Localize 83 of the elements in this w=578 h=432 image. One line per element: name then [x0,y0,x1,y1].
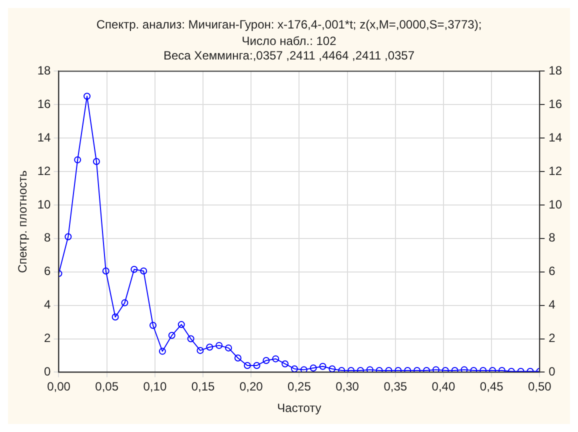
chart-title: Спектр. анализ: Мичиган-Гурон: x-176,4-,001*t; z(x,M=,0000,S=,3773); [96,18,482,32]
point [216,342,223,349]
point [168,332,176,339]
x-tick-label: 0,40 [432,380,456,394]
point [272,355,280,362]
point [356,367,364,372]
point [92,158,100,165]
point [74,156,82,164]
point [64,233,72,240]
point [282,360,289,368]
point [234,354,242,362]
x-tick-label: 0,50 [528,380,552,394]
point [102,268,110,275]
y-tick-label: 12 [37,164,52,178]
y-tick-label: 18 [37,64,52,78]
point [460,366,468,372]
point [84,92,91,100]
point [414,367,421,372]
x-tick-label: 0,00 [47,380,71,394]
point [366,366,374,372]
point [348,367,355,372]
y-tick-label: 2 [44,331,52,346]
point [442,367,449,372]
point [394,367,402,372]
point [196,346,204,354]
point [121,299,128,306]
point [319,362,326,370]
text: Число набл.: 102 [242,34,336,48]
x-axis-title: Частоту [277,401,322,416]
y2-tick-label: 6 [548,264,556,278]
y2-tick-label: 18 [548,64,562,78]
x-tick-label: 0,05 [95,380,119,394]
point [300,366,308,372]
point [338,367,346,372]
point [262,356,270,364]
point [244,362,251,370]
point [404,367,412,372]
point [376,367,383,372]
point [451,367,458,372]
x-tick-label: 0,30 [336,380,360,394]
point [385,367,392,372]
point [498,367,506,372]
x-tick-label: 0,25 [288,380,312,394]
point [150,322,157,329]
y-tick-label: 6 [44,264,52,278]
y2-tick-label: 14 [548,130,562,144]
point [423,367,430,372]
point [140,268,148,275]
x-tick-label: 0,10 [143,380,167,394]
point [253,362,260,370]
y-tick-label: 10 [37,197,52,212]
point [290,365,298,372]
x-tick-label: 0,15 [191,380,216,394]
y2-tick-label: 12 [548,164,562,178]
y-tick-label: 14 [37,130,52,144]
y-tick-label: 16 [37,96,52,111]
x-tick-label: 0,45 [480,380,504,394]
x-tick-label: 0,35 [384,380,408,394]
point [328,365,336,372]
y2-tick-label: 4 [548,298,556,312]
point [470,367,478,372]
point [432,366,440,372]
y2-tick-label: 10 [548,197,562,212]
y2-tick-label: 2 [548,331,556,346]
text: Веса Хемминга:,0357 ,2411 ,4464 ,2411 ,0357 [163,48,415,62]
y2-tick-label: 16 [548,96,562,111]
y2-tick-label: 8 [548,230,556,245]
y-tick-label: 4 [44,298,52,312]
point [178,321,185,328]
y-tick-label: 0 [44,364,52,379]
point [489,367,496,372]
y2-tick-label: 0 [548,364,556,379]
point [480,367,487,372]
point [187,335,194,342]
y-axis-title: Спектр. плотность [16,170,30,274]
point [112,314,119,321]
point [225,344,232,352]
point [158,348,166,355]
point [130,266,138,273]
x-tick-label: 0,20 [239,380,264,394]
point [310,364,317,372]
point [206,344,214,351]
y-tick-label: 8 [44,230,52,245]
